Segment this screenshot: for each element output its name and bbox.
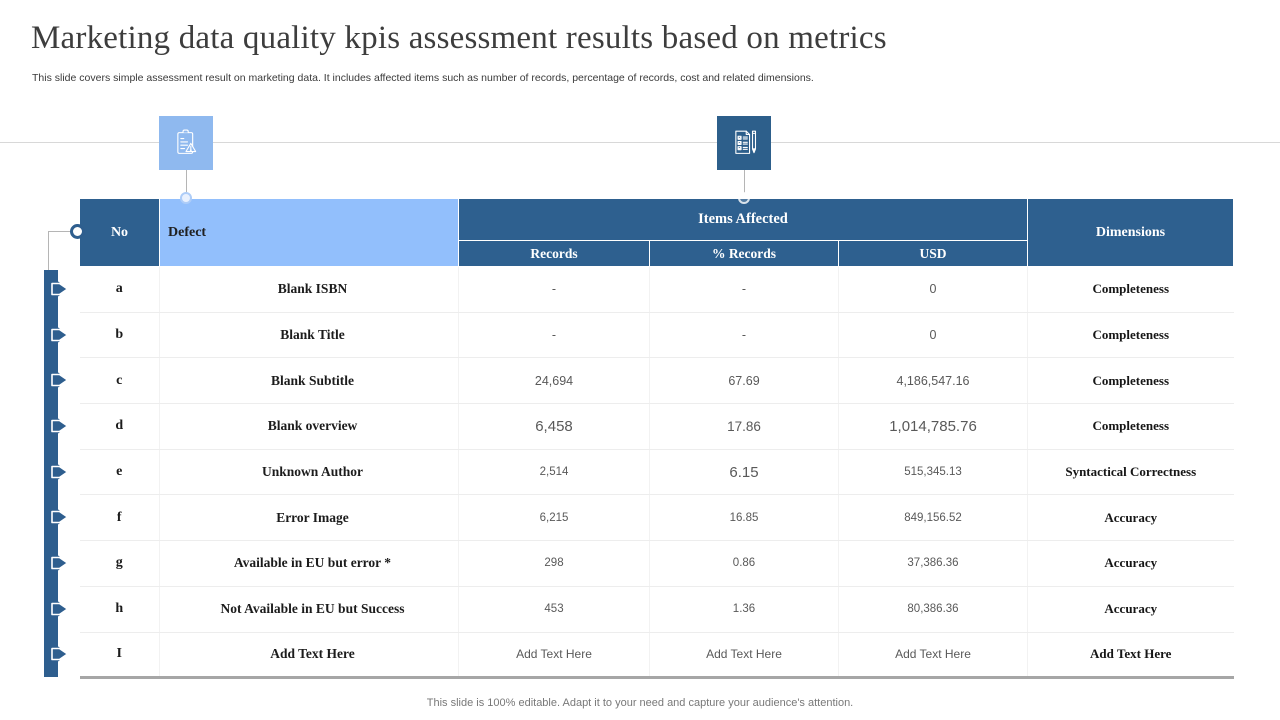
cell-defect: Blank Title bbox=[159, 312, 459, 359]
cell-usd: 849,156.52 bbox=[838, 494, 1028, 542]
cell-no: f bbox=[79, 494, 160, 542]
icon2-connector-line bbox=[743, 170, 745, 193]
table-node-circle bbox=[70, 224, 85, 239]
cell-usd: 80,386.36 bbox=[838, 586, 1028, 633]
col-header-pct-records: % Records bbox=[649, 240, 839, 267]
kpi-table: No Defect Items Affected Dimensions Reco… bbox=[79, 198, 1234, 680]
cell-usd: 515,345.13 bbox=[838, 449, 1028, 496]
row-marker-icon bbox=[44, 643, 74, 665]
page-title: Marketing data quality kpis assessment r… bbox=[31, 20, 887, 56]
cell-dimension: Accuracy bbox=[1027, 494, 1234, 542]
row-marker-icon bbox=[44, 506, 74, 528]
icon1-connector-line bbox=[185, 170, 187, 193]
left-connector-vertical bbox=[47, 231, 49, 270]
cell-dimension: Accuracy bbox=[1027, 540, 1234, 587]
cell-pct: 67.69 bbox=[649, 357, 839, 405]
table-row: g Available in EU but error * 298 0.86 37,38… bbox=[79, 540, 1234, 587]
row-marker-icon bbox=[44, 461, 74, 483]
row-marker-icon bbox=[44, 369, 74, 391]
table-row: d Blank overview 6,458 17.86 1,014,785.76 Com… bbox=[79, 403, 1234, 450]
slide-subtitle: This slide covers simple assessment resu… bbox=[32, 72, 814, 84]
col-header-dimensions: Dimensions bbox=[1027, 198, 1234, 267]
cell-no: c bbox=[79, 357, 160, 405]
col-header-defect: Defect bbox=[159, 198, 459, 267]
cell-usd: 0 bbox=[838, 266, 1028, 313]
slide-footer-note: This slide is 100% editable. Adapt it to… bbox=[426, 697, 854, 709]
cell-dimension: Accuracy bbox=[1027, 586, 1234, 633]
cell-no: d bbox=[79, 403, 160, 450]
cell-usd: 4,186,547.16 bbox=[838, 357, 1028, 405]
cell-usd: 0 bbox=[838, 312, 1028, 359]
cell-defect: Blank overview bbox=[159, 403, 459, 450]
cell-no: e bbox=[79, 449, 160, 496]
cell-records: 6,215 bbox=[458, 494, 650, 542]
row-marker-icon bbox=[44, 598, 74, 620]
cell-records: 2,514 bbox=[458, 449, 650, 496]
cell-pct: 1.36 bbox=[649, 586, 839, 633]
row-marker-icon bbox=[44, 324, 74, 346]
cell-no: I bbox=[79, 632, 160, 679]
cell-defect: Unknown Author bbox=[159, 449, 459, 496]
col-header-items-affected: Items Affected bbox=[458, 198, 1028, 241]
cell-records: Add Text Here bbox=[458, 632, 650, 679]
cell-records: 298 bbox=[458, 540, 650, 587]
cell-records: - bbox=[458, 266, 650, 313]
cell-pct: 6.15 bbox=[649, 449, 839, 496]
cell-dimension: Completeness bbox=[1027, 357, 1234, 405]
col-header-no: No bbox=[79, 198, 160, 267]
cell-records: 6,458 bbox=[458, 403, 650, 450]
icon1-node-circle bbox=[180, 192, 192, 204]
cell-usd: 1,014,785.76 bbox=[838, 403, 1028, 450]
cell-records: - bbox=[458, 312, 650, 359]
col-header-records: Records bbox=[458, 240, 650, 267]
cell-dimension: Completeness bbox=[1027, 312, 1234, 359]
cell-dimension: Completeness bbox=[1027, 266, 1234, 313]
cell-pct: - bbox=[649, 266, 839, 313]
left-connector-horizontal bbox=[48, 231, 72, 232]
cell-no: g bbox=[79, 540, 160, 587]
cell-records: 24,694 bbox=[458, 357, 650, 405]
clipboard-warning-icon bbox=[159, 116, 213, 170]
table-row: c Blank Subtitle 24,694 67.69 4,186,547.16 Co… bbox=[79, 357, 1234, 405]
cell-defect: Not Available in EU but Success bbox=[159, 586, 459, 633]
divider-line bbox=[0, 142, 1280, 143]
cell-dimension: Add Text Here bbox=[1027, 632, 1234, 679]
icon2-node-circle bbox=[738, 192, 750, 204]
cell-no: h bbox=[79, 586, 160, 633]
cell-no: a bbox=[79, 266, 160, 313]
cell-dimension: Syntactical Correctness bbox=[1027, 449, 1234, 496]
table-row: f Error Image 6,215 16.85 849,156.52 Accuracy bbox=[79, 494, 1234, 542]
cell-pct: Add Text Here bbox=[649, 632, 839, 679]
table-header: No Defect Items Affected Dimensions Reco… bbox=[79, 198, 1234, 267]
cell-usd: 37,386.36 bbox=[838, 540, 1028, 587]
cell-no: b bbox=[79, 312, 160, 359]
cell-records: 453 bbox=[458, 586, 650, 633]
table-row: I Add Text Here Add Text Here Add Text Here… bbox=[79, 632, 1234, 679]
col-header-usd: USD bbox=[838, 240, 1028, 267]
table-row: a Blank ISBN - -0 Completeness bbox=[79, 266, 1234, 313]
row-marker-icon bbox=[44, 278, 74, 300]
cell-defect: Error Image bbox=[159, 494, 459, 542]
cell-defect: Add Text Here bbox=[159, 632, 459, 679]
table-row: e Unknown Author 2,514 6.15 515,345.13 Syntac… bbox=[79, 449, 1234, 496]
cell-pct: 0.86 bbox=[649, 540, 839, 587]
cell-defect: Blank ISBN bbox=[159, 266, 459, 313]
row-marker-icon bbox=[44, 415, 74, 437]
cell-defect: Available in EU but error * bbox=[159, 540, 459, 587]
table-body: a Blank ISBN - -0 Completeness b Blank Title - -… bbox=[79, 266, 1234, 679]
cell-defect: Blank Subtitle bbox=[159, 357, 459, 405]
cell-pct: 17.86 bbox=[649, 403, 839, 450]
cell-usd: Add Text Here bbox=[838, 632, 1028, 679]
checklist-pencil-icon bbox=[717, 116, 771, 170]
cell-pct: 16.85 bbox=[649, 494, 839, 542]
cell-pct: - bbox=[649, 312, 839, 359]
cell-dimension: Completeness bbox=[1027, 403, 1234, 450]
table-row: h Not Available in EU but Success 453 1.36 8… bbox=[79, 586, 1234, 633]
table-row: b Blank Title - -0 Completeness bbox=[79, 312, 1234, 359]
row-marker-icon bbox=[44, 552, 74, 574]
